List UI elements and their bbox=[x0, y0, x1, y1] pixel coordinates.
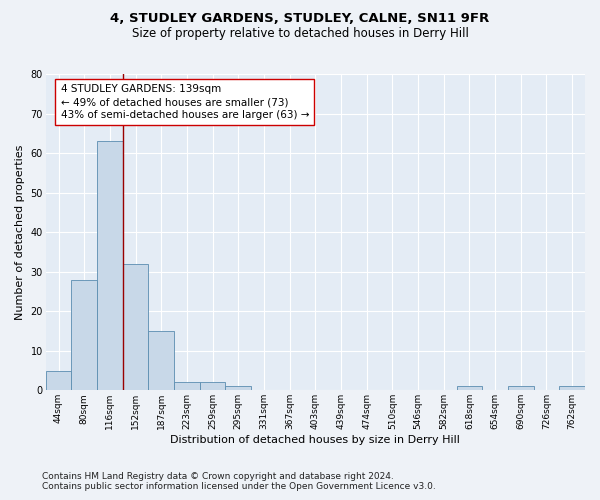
X-axis label: Distribution of detached houses by size in Derry Hill: Distribution of detached houses by size … bbox=[170, 435, 460, 445]
Bar bbox=[226, 386, 251, 390]
Text: 4, STUDLEY GARDENS, STUDLEY, CALNE, SN11 9FR: 4, STUDLEY GARDENS, STUDLEY, CALNE, SN11… bbox=[110, 12, 490, 26]
Text: Size of property relative to detached houses in Derry Hill: Size of property relative to detached ho… bbox=[131, 28, 469, 40]
Text: Contains public sector information licensed under the Open Government Licence v3: Contains public sector information licen… bbox=[42, 482, 436, 491]
Bar bbox=[174, 382, 200, 390]
Bar bbox=[457, 386, 482, 390]
Bar bbox=[97, 141, 123, 390]
Text: 4 STUDLEY GARDENS: 139sqm
← 49% of detached houses are smaller (73)
43% of semi-: 4 STUDLEY GARDENS: 139sqm ← 49% of detac… bbox=[61, 84, 309, 120]
Bar bbox=[71, 280, 97, 390]
Y-axis label: Number of detached properties: Number of detached properties bbox=[15, 144, 25, 320]
Bar bbox=[559, 386, 585, 390]
Text: Contains HM Land Registry data © Crown copyright and database right 2024.: Contains HM Land Registry data © Crown c… bbox=[42, 472, 394, 481]
Bar bbox=[46, 370, 71, 390]
Bar bbox=[123, 264, 148, 390]
Bar bbox=[200, 382, 226, 390]
Bar bbox=[148, 331, 174, 390]
Bar bbox=[508, 386, 533, 390]
